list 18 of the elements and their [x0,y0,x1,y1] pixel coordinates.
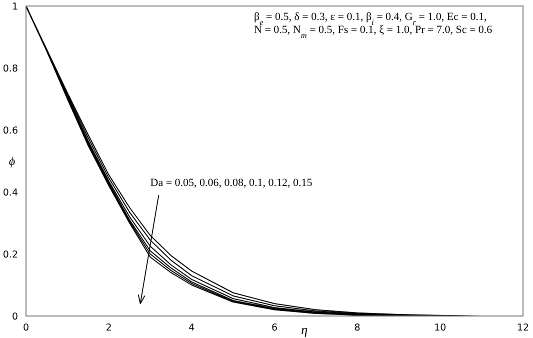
y-tick-label: 0 [12,311,18,322]
x-tick-label: 6 [271,322,278,334]
annotation: β$_{e}$ = 0.5, δ = 0.3, ε = 0.1, β$_{i}$ = 0.4, G$_{r}$ = 1.0, Ec = 0.1, [254,11,487,26]
x-tick-label: 2 [106,322,112,334]
x-tick-label: 10 [434,322,446,334]
y-axis-title: ϕ [8,154,16,168]
x-tick-label: 0 [22,322,30,334]
x-tick-label: 12 [516,322,530,334]
y-tick-label: 1 [12,1,18,12]
y-tick-label: 0.8 [2,63,18,74]
annotation: N = 0.5, N$_{m}$ = 0.5, Fs = 0.1, ξ = 1.0, Pr = 7.0, Sc = 0.6 [254,24,493,40]
y-tick-label: 0.4 [2,187,18,198]
y-tick-label: 0.2 [2,249,18,260]
annotation: Da = 0.05, 0.06, 0.08, 0.1, 0.12, 0.15 [150,176,313,189]
x-tick-label: 4 [188,322,195,334]
y-tick-label: 0.6 [2,125,18,136]
x-tick-label: 8 [354,322,360,334]
x-axis-title: η [301,322,308,337]
